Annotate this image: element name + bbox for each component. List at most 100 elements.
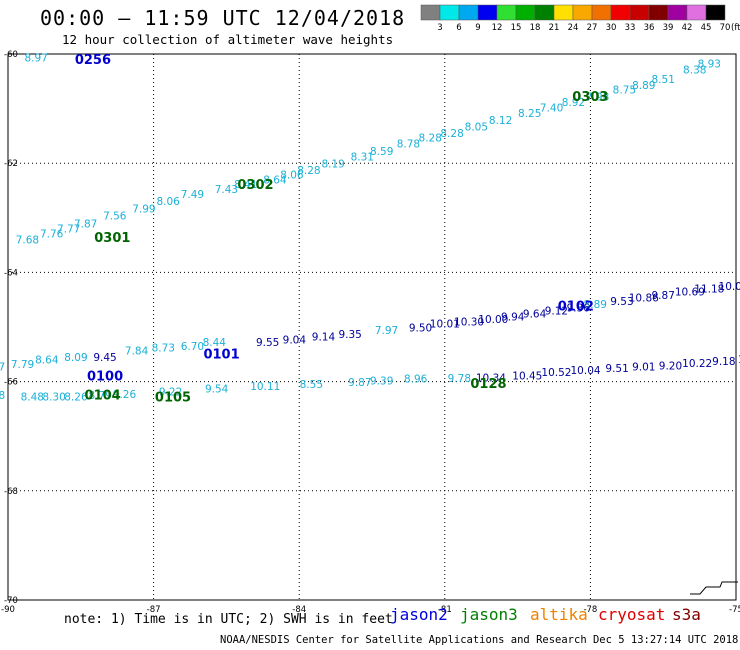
colorbar-swatch — [629, 4, 650, 21]
x-tick-label: -90 — [1, 605, 15, 615]
pass-time-label: 0256 — [75, 53, 111, 68]
wave-height-label: 7.87 — [0, 362, 5, 374]
wave-height-label: 9.54 — [205, 384, 229, 396]
wave-height-label: 8.78 — [397, 138, 420, 150]
wave-height-label: 9.51 — [605, 363, 628, 375]
colorbar-swatch — [591, 4, 612, 21]
chart-passes: 0256 0301 0302 0303 0100 0101 0102 0104 0105 0128 — [75, 53, 609, 405]
x-tick-label: -78 — [583, 605, 597, 615]
wave-height-label: 7.84 — [125, 345, 149, 357]
chart-tracks: 8.977.687.767.777.877.567.998.067.49 7.43… — [0, 53, 740, 404]
colorbar-label: 9 — [475, 23, 480, 33]
wave-height-label: 8.25 — [518, 108, 541, 120]
wave-height-label: 10.00 — [719, 281, 740, 293]
colorbar-label: 15 — [511, 23, 522, 33]
wave-height-label: 9.45 — [93, 352, 116, 364]
wave-height-label: 7.68 — [16, 234, 39, 246]
colorbar-swatch — [572, 4, 593, 21]
wave-height-label: 8.41 — [234, 179, 257, 191]
colorbar-label: 70 — [720, 23, 731, 33]
wave-height-label: 8.30 — [42, 392, 65, 404]
wave-height-label: 8.96 — [404, 374, 428, 386]
wave-height-label: 8.19 — [321, 159, 344, 171]
wave-height-label: 8.73 — [152, 343, 175, 355]
wave-height-label: 8.93 — [698, 59, 721, 71]
wave-height-label: 8.12 — [489, 115, 512, 127]
colorbar-swatch — [648, 4, 669, 21]
colorbar-label: 39 — [663, 23, 674, 33]
colorbar-swatch — [420, 4, 441, 21]
wave-height-label: 8.89 — [632, 80, 655, 92]
wave-height-label: 8.97 — [24, 53, 47, 65]
colorbar-swatch — [534, 4, 555, 21]
wave-height-label: 10.86 — [629, 292, 659, 304]
y-tick-label: -62 — [4, 159, 18, 169]
wave-height-label: 8.06 — [280, 169, 304, 181]
colorbar-unit: (ft) — [731, 23, 740, 33]
colorbar-label: 27 — [587, 23, 598, 33]
wave-height-label: 6.70 — [181, 341, 204, 353]
colorbar-swatch — [477, 4, 498, 21]
wave-height-label: 7.79 — [11, 359, 34, 371]
wave-height-label: 10.22 — [682, 358, 712, 370]
wave-height-label: 9.14 — [312, 332, 336, 344]
wave-height-label: 8.59 — [370, 146, 393, 158]
wave-height-label: 9.20 — [659, 361, 682, 373]
wave-height-label: 8.31 — [351, 151, 374, 163]
plot-frame — [7, 53, 737, 601]
wave-height-label: 8.44 — [203, 337, 227, 349]
wave-height-label: 8.92 — [562, 97, 585, 109]
wave-height-label: 11.18 — [694, 284, 724, 296]
y-tick-label: -66 — [4, 378, 18, 388]
wave-height-label: 8.48 — [21, 392, 44, 404]
page-subtitle: 12 hour collection of altimeter wave hei… — [62, 32, 394, 47]
colorbar-swatch — [610, 4, 631, 21]
colorbar-swatch — [705, 4, 726, 21]
colorbar-label: 36 — [644, 23, 655, 33]
wave-height-label: 8.75 — [613, 84, 636, 96]
pass-time-label: 0102 — [558, 300, 594, 315]
wave-height-label: 10.11 — [250, 381, 280, 393]
colorbar-label: 18 — [530, 23, 541, 33]
pass-time-label: 0101 — [203, 348, 239, 363]
wave-height-label: 9.87 — [348, 377, 371, 389]
pass-time-label: 0105 — [155, 390, 191, 405]
pass-time-label: 0104 — [85, 389, 121, 404]
coastline — [690, 581, 738, 595]
wave-height-label: 7.40 — [540, 102, 563, 114]
legend-cryosat: cryosat — [598, 605, 666, 624]
wave-height-label: 7.49 — [181, 189, 204, 201]
colorbar-swatch — [667, 4, 688, 21]
wave-height-label: 10.30 — [454, 316, 484, 328]
wave-height-label: 9.18 — [712, 356, 735, 368]
wave-height-label: 8.38 — [683, 65, 706, 77]
wave-height-label: 7.87 — [74, 219, 97, 231]
page-title: 00:00 – 11:59 UTC 12/04/2018 — [40, 6, 406, 30]
wave-height-label: 10.04 — [571, 365, 601, 377]
wave-height-label: 9.04 — [283, 334, 307, 346]
colorbar-swatch — [553, 4, 574, 21]
wave-height-label: 8.05 — [465, 121, 488, 133]
wave-height-label: 8.51 — [652, 74, 675, 86]
footer-note: note: 1) Time is in UTC; 2) SWH is in fe… — [64, 612, 393, 627]
colorbar-label: 30 — [606, 23, 617, 33]
colorbar-swatch — [439, 4, 460, 21]
wave-height-label: 7.56 — [103, 210, 127, 222]
pass-time-label: 0302 — [237, 178, 273, 193]
x-tick-label: -87 — [147, 605, 161, 615]
colorbar-swatch — [515, 4, 536, 21]
colorbar-label: 21 — [549, 23, 560, 33]
colorbar-label: 12 — [492, 23, 503, 33]
wave-height-label: 8.28 — [419, 132, 442, 144]
colorbar-label: 3 — [437, 23, 442, 33]
wave-height-label: 9.22 — [159, 386, 182, 398]
wave-height-label: 8.64 — [263, 174, 287, 186]
x-tick-label: -81 — [438, 605, 452, 615]
x-tick-label: -84 — [292, 605, 306, 615]
colorbar-label: 42 — [682, 23, 693, 33]
wave-height-label: 9.50 — [409, 322, 432, 334]
wave-height-label: 9.94 — [501, 311, 525, 323]
